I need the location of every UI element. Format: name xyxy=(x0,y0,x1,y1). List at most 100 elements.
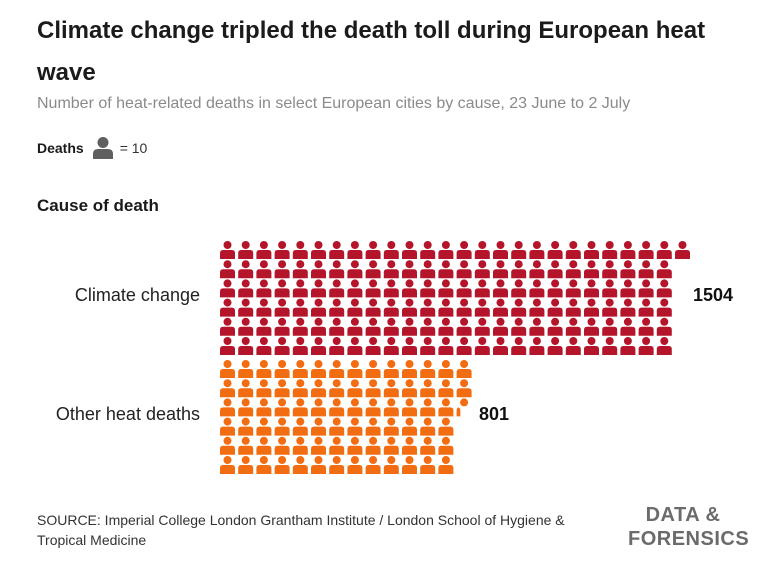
person-mark xyxy=(220,398,235,417)
person-mark xyxy=(238,337,254,355)
person-mark xyxy=(474,241,490,259)
person-mark xyxy=(292,456,308,474)
category-label-other-heat-deaths: Other heat deaths xyxy=(55,404,200,424)
person-mark xyxy=(456,317,472,336)
person-mark xyxy=(329,317,345,336)
person-mark xyxy=(256,279,272,298)
person-mark xyxy=(584,317,599,336)
person-mark xyxy=(420,279,436,298)
person-mark xyxy=(347,379,363,398)
person-mark xyxy=(311,279,326,298)
person-mark xyxy=(311,241,326,259)
person-mark xyxy=(220,456,235,474)
person-mark xyxy=(602,298,618,317)
person-mark xyxy=(565,260,581,279)
person-mark xyxy=(238,398,254,417)
person-mark xyxy=(438,298,454,317)
person-mark xyxy=(438,398,454,417)
person-mark xyxy=(365,360,381,378)
person-mark xyxy=(311,360,326,378)
person-mark xyxy=(274,298,290,317)
person-mark xyxy=(656,241,672,259)
person-mark xyxy=(511,260,527,279)
person-mark xyxy=(511,298,527,317)
person-mark xyxy=(220,436,235,455)
person-mark xyxy=(529,298,545,317)
person-mark xyxy=(329,417,345,436)
person-mark xyxy=(274,279,290,298)
person-mark xyxy=(220,298,235,317)
person-mark xyxy=(329,398,345,417)
person-mark xyxy=(292,298,308,317)
person-mark xyxy=(292,260,308,279)
person-mark xyxy=(220,379,235,398)
person-mark xyxy=(347,417,363,436)
person-mark xyxy=(329,298,345,317)
person-mark xyxy=(456,298,472,317)
person-mark xyxy=(402,398,417,417)
source-note: SOURCE: Imperial College London Grantham… xyxy=(37,512,565,548)
person-mark xyxy=(656,317,672,336)
person-mark xyxy=(274,260,290,279)
person-mark xyxy=(238,298,254,317)
person-mark xyxy=(620,279,636,298)
person-mark xyxy=(256,241,272,259)
person-mark xyxy=(420,436,436,455)
person-mark xyxy=(602,260,618,279)
person-mark xyxy=(383,456,399,474)
person-mark xyxy=(529,260,545,279)
person-mark xyxy=(493,260,508,279)
person-mark xyxy=(656,298,672,317)
person-mark xyxy=(347,317,363,336)
person-mark xyxy=(420,317,436,336)
person-mark xyxy=(292,398,308,417)
chart-title: Climate change tripled the death toll du… xyxy=(37,17,706,86)
person-mark xyxy=(365,398,381,417)
person-mark xyxy=(584,241,599,259)
person-mark xyxy=(602,279,618,298)
person-mark xyxy=(565,279,581,298)
person-mark xyxy=(584,279,599,298)
person-mark xyxy=(256,417,272,436)
legend-unit: = 10 xyxy=(119,140,148,156)
person-mark xyxy=(383,360,399,378)
person-mark xyxy=(347,298,363,317)
person-mark xyxy=(383,398,399,417)
person-mark xyxy=(511,317,527,336)
person-mark xyxy=(292,436,308,455)
person-mark xyxy=(420,417,436,436)
person-mark xyxy=(402,279,417,298)
person-mark xyxy=(565,298,581,317)
person-mark xyxy=(529,337,545,355)
person-mark xyxy=(511,337,527,355)
person-mark xyxy=(383,436,399,455)
person-mark xyxy=(402,260,417,279)
person-mark xyxy=(292,417,308,436)
person-mark xyxy=(365,260,381,279)
person-mark xyxy=(638,317,654,336)
person-mark xyxy=(347,398,363,417)
person-mark xyxy=(256,298,272,317)
person-mark xyxy=(620,241,636,259)
person-mark xyxy=(493,241,508,259)
person-mark xyxy=(584,298,599,317)
person-mark xyxy=(256,436,272,455)
person-mark xyxy=(311,260,326,279)
person-mark xyxy=(547,337,563,355)
person-mark xyxy=(256,317,272,336)
person-mark xyxy=(493,337,508,355)
person-mark xyxy=(420,337,436,355)
person-mark xyxy=(274,379,290,398)
brand-line-2: FORENSICS xyxy=(628,528,750,550)
person-mark xyxy=(256,456,272,474)
person-mark xyxy=(529,279,545,298)
person-mark xyxy=(456,260,472,279)
person-mark xyxy=(402,241,417,259)
person-mark xyxy=(420,360,436,378)
person-mark xyxy=(256,337,272,355)
person-mark xyxy=(456,398,469,417)
person-mark xyxy=(220,417,235,436)
person-mark xyxy=(565,241,581,259)
person-mark xyxy=(638,279,654,298)
